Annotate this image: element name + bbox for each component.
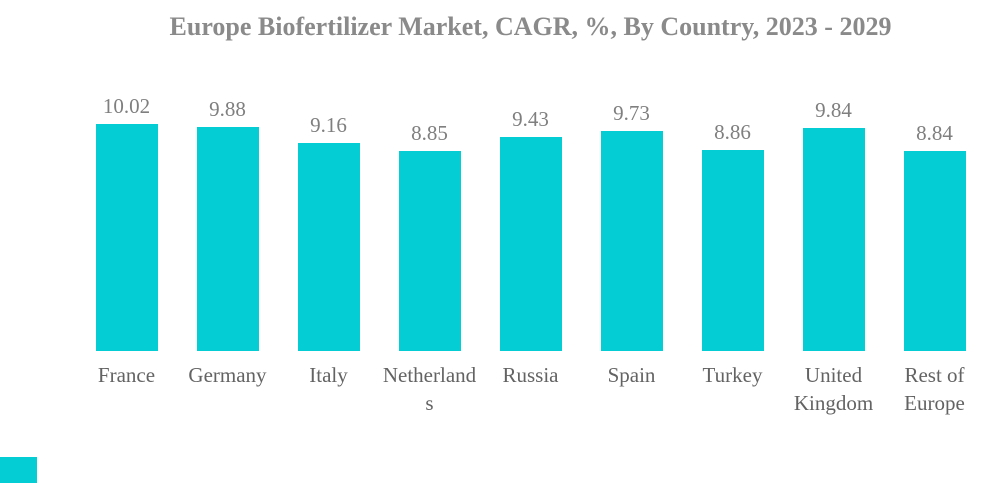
category-cell: Germany	[177, 361, 278, 417]
category-cell: France	[76, 361, 177, 417]
category-label: Netherlands	[382, 363, 477, 415]
bar-value-label: 8.84	[916, 121, 953, 145]
bar	[398, 151, 461, 351]
bar	[499, 137, 562, 351]
bar-column: 10.02	[76, 44, 177, 351]
category-label: France	[97, 363, 156, 387]
category-label: Germany	[188, 363, 267, 387]
chart-wrap: Europe Biofertilizer Market, CAGR, %, By…	[76, 0, 985, 417]
category-cell: Rest of Europe	[884, 361, 985, 417]
bar-column: 8.85	[379, 44, 480, 351]
bar-column: 8.86	[682, 44, 783, 351]
bar	[802, 128, 865, 351]
category-cell: Italy	[278, 361, 379, 417]
category-label: United Kingdom	[793, 363, 874, 415]
category-label: Spain	[607, 363, 656, 387]
bar-value-label: 9.16	[310, 113, 347, 137]
category-cell: United Kingdom	[783, 361, 884, 417]
category-cell: Spain	[581, 361, 682, 417]
bar-value-label: 9.73	[613, 101, 650, 125]
bar	[297, 143, 360, 351]
category-cell: Netherlands	[379, 361, 480, 417]
category-label: Italy	[309, 363, 348, 387]
bar	[600, 131, 663, 351]
bar-value-label: 9.43	[512, 107, 549, 131]
bar-column: 9.16	[278, 44, 379, 351]
bar-column: 9.88	[177, 44, 278, 351]
bar-column: 8.84	[884, 44, 985, 351]
plot-area: 10.02 9.88 9.16 8.85 9.43 9.73 8.86 9.84 8.84	[76, 44, 985, 351]
bar-value-label: 8.85	[411, 121, 448, 145]
category-cell: Turkey	[682, 361, 783, 417]
category-row: France Germany Italy Netherlands Russia Spain…	[76, 361, 985, 417]
bar-column: 9.84	[783, 44, 884, 351]
bar-value-label: 8.86	[714, 120, 751, 144]
category-label: Turkey	[702, 363, 763, 387]
bar-value-label: 9.88	[209, 97, 246, 121]
bar-value-label: 10.02	[102, 94, 151, 118]
category-cell: Russia	[480, 361, 581, 417]
bar-column: 9.43	[480, 44, 581, 351]
bar	[701, 150, 764, 351]
chart-title: Europe Biofertilizer Market, CAGR, %, By…	[169, 12, 892, 41]
bar-value-label: 9.84	[815, 98, 852, 122]
brand-mark	[0, 457, 37, 483]
bar	[95, 124, 158, 351]
bar	[196, 127, 259, 351]
bar	[903, 151, 966, 351]
category-label: Rest of Europe	[904, 363, 965, 415]
bar-column: 9.73	[581, 44, 682, 351]
category-label: Russia	[502, 363, 559, 387]
